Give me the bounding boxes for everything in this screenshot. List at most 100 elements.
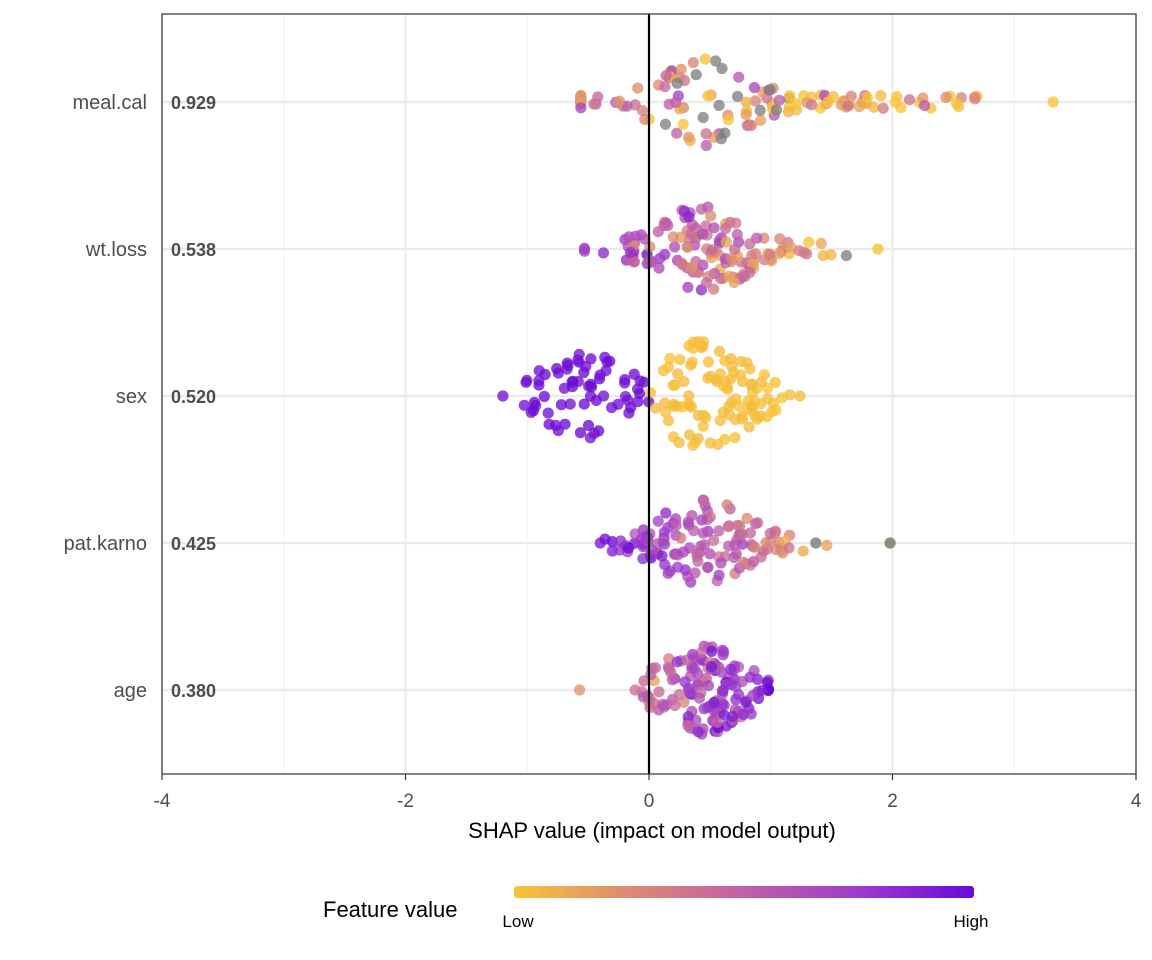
feature-label: sex [116, 386, 147, 408]
shap-point [564, 398, 576, 410]
shap-point [794, 390, 806, 402]
shap-point [749, 541, 761, 553]
shap-point [677, 546, 689, 558]
shap-point [619, 377, 631, 389]
shap-point [706, 645, 718, 658]
feature-importance: 0.425 [171, 534, 216, 554]
shap-point [667, 231, 679, 243]
shap-point [749, 95, 762, 107]
shap-point [697, 111, 709, 124]
shap-point [749, 409, 761, 422]
shap-point [670, 96, 682, 108]
shap-point [729, 432, 741, 444]
shap-point [687, 648, 699, 661]
shap-point [700, 139, 712, 152]
shap-point [623, 231, 635, 243]
feature-importance: 0.538 [171, 240, 216, 260]
shap-point [671, 656, 683, 668]
shap-point [716, 644, 729, 657]
shap-point [711, 716, 723, 728]
shap-point [695, 342, 708, 354]
shap-point [662, 361, 674, 373]
shap-point [754, 104, 766, 116]
shap-point [659, 397, 671, 409]
x-tick-label: 0 [644, 791, 655, 812]
shap-point [713, 99, 725, 111]
shap-point [702, 356, 715, 368]
shap-point [755, 114, 767, 126]
shap-point [744, 266, 756, 278]
x-tick-label: 2 [887, 791, 898, 812]
shap-point [784, 90, 796, 102]
legend-low-label: Low [502, 912, 534, 931]
shap-point [636, 105, 649, 117]
shap-point [698, 495, 710, 507]
shap-point [710, 373, 722, 385]
shap-point [566, 376, 578, 388]
shap-point [773, 94, 785, 106]
shap-point [725, 373, 737, 385]
shap-point [697, 527, 709, 539]
shap-point [696, 514, 708, 526]
shap-point [639, 233, 651, 245]
shap-point [733, 71, 745, 83]
shap-point [761, 411, 773, 423]
shap-point [805, 99, 818, 111]
shap-point [659, 118, 672, 130]
shap-point [740, 696, 752, 709]
shap-point [684, 686, 696, 698]
shap-point [702, 372, 714, 384]
shap-point [645, 387, 657, 399]
shap-point [737, 708, 749, 721]
shap-point [673, 689, 685, 701]
shap-point [715, 557, 727, 569]
shap-point [613, 95, 626, 107]
shap-point [692, 726, 704, 738]
x-tick-label: 4 [1131, 791, 1142, 812]
shap-point [682, 131, 695, 143]
shap-point [745, 708, 757, 720]
shap-point [877, 102, 889, 114]
shap-point [748, 555, 760, 568]
shap-point [676, 257, 688, 269]
shap-point [702, 201, 714, 213]
shap-point [599, 351, 611, 363]
shap-point [744, 238, 756, 250]
shap-point [542, 407, 554, 419]
shap-point [666, 674, 678, 686]
shap-point [652, 226, 664, 238]
shap-point [646, 256, 658, 268]
shap-point [528, 404, 540, 417]
shap-point [714, 345, 726, 357]
shap-point [588, 427, 601, 439]
shap-point [660, 507, 672, 519]
shap-point [650, 402, 662, 414]
feature-label: pat.karno [64, 533, 147, 555]
shap-point [821, 539, 833, 552]
shap-point [727, 710, 739, 723]
shap-point [518, 399, 530, 411]
shap-point [815, 237, 827, 249]
shap-point [698, 539, 711, 551]
shap-point [692, 667, 704, 679]
feature-importance: 0.520 [171, 387, 216, 407]
shap-point [758, 369, 770, 381]
shap-point [653, 686, 665, 698]
shap-point [769, 376, 781, 389]
shap-point [628, 256, 641, 268]
shap-point [842, 100, 854, 112]
shap-point [705, 210, 717, 222]
shap-point [693, 692, 706, 704]
shap-point [731, 519, 744, 532]
shap-point [678, 375, 690, 388]
shap-point [671, 127, 683, 139]
feature-label: meal.cal [73, 92, 147, 114]
feature-importance: 0.929 [171, 93, 216, 113]
shap-point [683, 390, 695, 402]
shap-point [890, 96, 902, 108]
shap-point [840, 250, 853, 262]
shap-point [623, 542, 635, 554]
shap-point [702, 561, 714, 573]
shap-point [764, 527, 776, 540]
